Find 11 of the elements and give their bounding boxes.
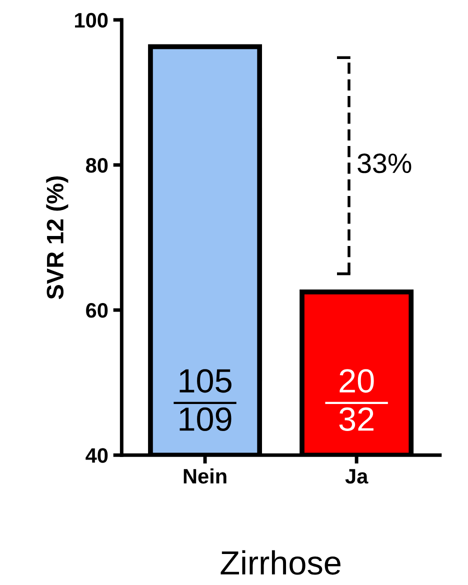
annotation: 20 32 (339, 369, 374, 432)
y-tick-label: 80 (86, 158, 108, 173)
annotation: 33% (358, 153, 412, 174)
y-tick-label: 100 (75, 12, 108, 28)
x-tick-label: Ja (345, 469, 368, 484)
y-tick-label: 40 (86, 448, 108, 463)
y-tick-label: 60 (86, 303, 108, 318)
x-axis-title: Zirrhose (220, 550, 340, 575)
x-tick-label: Nein (184, 468, 226, 484)
annotation: 105 109 (180, 369, 232, 432)
y-axis-title: SVR 12 (%) (46, 176, 68, 300)
